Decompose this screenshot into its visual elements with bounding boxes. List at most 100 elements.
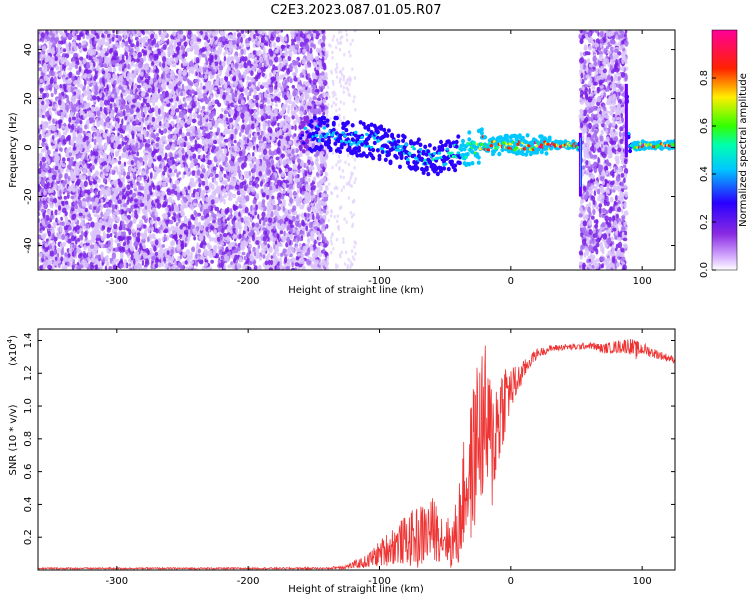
noise-cell (66, 261, 70, 267)
noise-cell (221, 107, 224, 112)
noise-cell (50, 92, 54, 98)
noise-cell (181, 83, 185, 90)
noise-cell (154, 251, 159, 256)
noise-cell (179, 192, 183, 196)
noise-cell (205, 111, 209, 116)
noise-cell (257, 265, 262, 270)
noise-cell (192, 267, 198, 270)
noise-cell (114, 91, 118, 99)
noise-region-marks (38, 30, 629, 270)
noise-cell (262, 254, 266, 259)
noise-cell (223, 198, 226, 205)
noise-cell (96, 135, 99, 141)
noise-cell (90, 257, 96, 263)
noise-cell (214, 229, 217, 235)
noise-cell (294, 267, 297, 270)
noise-cell (140, 110, 144, 118)
noise-cell (53, 236, 58, 242)
noise-cell (267, 120, 271, 125)
noise-cell (253, 88, 257, 96)
noise-cell (107, 138, 110, 144)
noise-cell (318, 236, 321, 241)
noise-cell (290, 267, 296, 270)
noise-cell (241, 251, 246, 256)
noise-cell (82, 130, 86, 135)
noise-cell (158, 226, 161, 234)
noise-cell (222, 114, 228, 119)
noise-cell (42, 226, 45, 231)
noise-cell (291, 256, 296, 263)
noise-cell (204, 258, 207, 263)
noise-cell (127, 236, 132, 241)
noise-cell (291, 84, 295, 89)
noise-cell (67, 67, 73, 71)
noise-cell (84, 124, 88, 130)
noise-cell (76, 178, 81, 186)
noise-cell (240, 217, 244, 223)
noise-cell (38, 113, 42, 118)
noise-cell (169, 83, 172, 87)
noise-cell (184, 260, 188, 265)
noise-cell (244, 56, 248, 62)
noise-cell (174, 108, 180, 113)
noise-cell (270, 255, 273, 259)
noise-cell (258, 218, 262, 225)
noise-cell (296, 84, 301, 89)
noise-cell (219, 196, 222, 204)
noise-cell (174, 57, 179, 63)
noise-cell (79, 83, 84, 89)
noise-cell (124, 259, 127, 264)
noise-cell (260, 130, 264, 136)
noise-cell (248, 155, 252, 162)
noise-cell (309, 47, 313, 54)
noise-cell (257, 81, 261, 87)
noise-cell (130, 213, 136, 218)
noise-cell (72, 262, 76, 266)
noise-cell (87, 80, 91, 85)
noise-cell (275, 103, 278, 107)
noise-cell (184, 242, 187, 248)
noise-cell (232, 221, 236, 228)
noise-cell (164, 140, 168, 145)
noise-cell (210, 259, 214, 264)
noise-cell (253, 33, 256, 40)
noise-cell (65, 221, 71, 226)
noise-cell (117, 139, 121, 145)
noise-cell (252, 145, 256, 150)
noise-cell (190, 70, 195, 75)
noise-cell (38, 67, 43, 72)
noise-cell (119, 105, 123, 111)
noise-cell (139, 57, 144, 64)
noise-cell (194, 107, 198, 113)
noise-cell (113, 142, 118, 149)
noise-cell (168, 262, 171, 267)
noise-cell (232, 227, 236, 234)
noise-cell (261, 72, 265, 77)
noise-cell (117, 144, 121, 150)
noise-cell (61, 265, 66, 270)
noise-cell (137, 265, 143, 270)
noise-cell (187, 185, 191, 190)
noise-cell (262, 122, 268, 128)
noise-cell (322, 112, 326, 116)
noise-cell (307, 63, 312, 68)
noise-cell (212, 166, 217, 171)
noise-cell (97, 96, 100, 102)
noise-cell (152, 77, 157, 83)
noise-cell (201, 47, 206, 53)
noise-cell (128, 263, 132, 267)
noise-cell (144, 79, 149, 83)
noise-cell (179, 76, 183, 82)
noise-cell (201, 53, 207, 58)
noise-cell (269, 72, 272, 79)
noise-cell (169, 177, 172, 184)
noise-cell (184, 215, 187, 222)
noise-cell (109, 232, 113, 238)
noise-cell (115, 166, 119, 173)
noise-cell (38, 138, 41, 146)
noise-cell (195, 101, 200, 106)
noise-cell (167, 61, 173, 66)
noise-cell (175, 222, 179, 227)
noise-cell (141, 259, 145, 266)
noise-cell (93, 138, 97, 146)
